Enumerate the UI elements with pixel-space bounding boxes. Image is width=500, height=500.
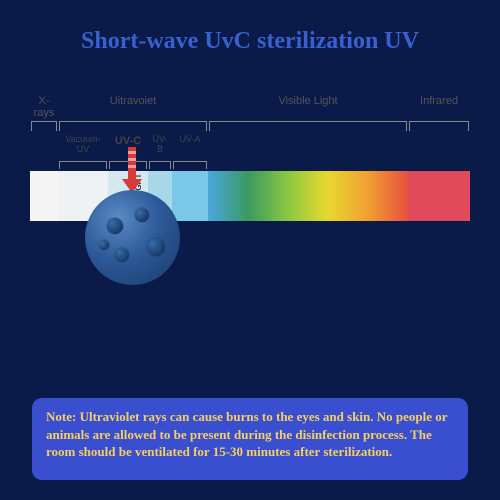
warning-note: Note: Ultraviolet rays can cause burns t… [32, 398, 468, 480]
virus-particle [115, 248, 129, 262]
spectrum-category-label: X-rays [30, 95, 58, 119]
virus-particle [107, 218, 123, 234]
virus-illustration [85, 190, 180, 285]
uv-sublabel: Vacuum- UV [58, 135, 108, 155]
uv-sublabel: UV-C [108, 135, 148, 147]
spectrum-category-label: Uitravoiet [58, 95, 208, 107]
spectrum-segment [172, 171, 208, 221]
spectrum-top-labels: X-raysUitravoietVisible LightInfrared [30, 95, 470, 119]
spectrum-category-label: Infrared [408, 95, 470, 107]
bracket [173, 161, 207, 169]
virus-particle [135, 208, 149, 222]
spectrum-category-label: Visible Light [208, 95, 408, 107]
virus-particle [147, 238, 165, 256]
uv-sublabel: UV- B [148, 135, 172, 155]
bracket [409, 121, 469, 131]
spectrum-top-brackets [30, 119, 470, 133]
uv-sublabel: UV-A [172, 135, 208, 145]
virus-particle [99, 240, 109, 250]
main-title: Short-wave UvC sterilization UV [0, 0, 500, 55]
infographic-container: Short-wave UvC sterilization UV X-raysUi… [0, 0, 500, 500]
spectrum-uv-sublabels: Vacuum- UVUV-CUV- BUV-A [30, 133, 470, 159]
bracket [59, 121, 207, 131]
spectrum-segment [30, 171, 58, 221]
bracket [59, 161, 107, 169]
bracket [149, 161, 171, 169]
spectrum-diagram: X-raysUitravoietVisible LightInfrared Va… [30, 95, 470, 221]
bracket [209, 121, 407, 131]
bracket [31, 121, 57, 131]
spectrum-segment [408, 171, 470, 221]
spectrum-uv-subbrackets [30, 159, 470, 171]
spectrum-segment [208, 171, 408, 221]
